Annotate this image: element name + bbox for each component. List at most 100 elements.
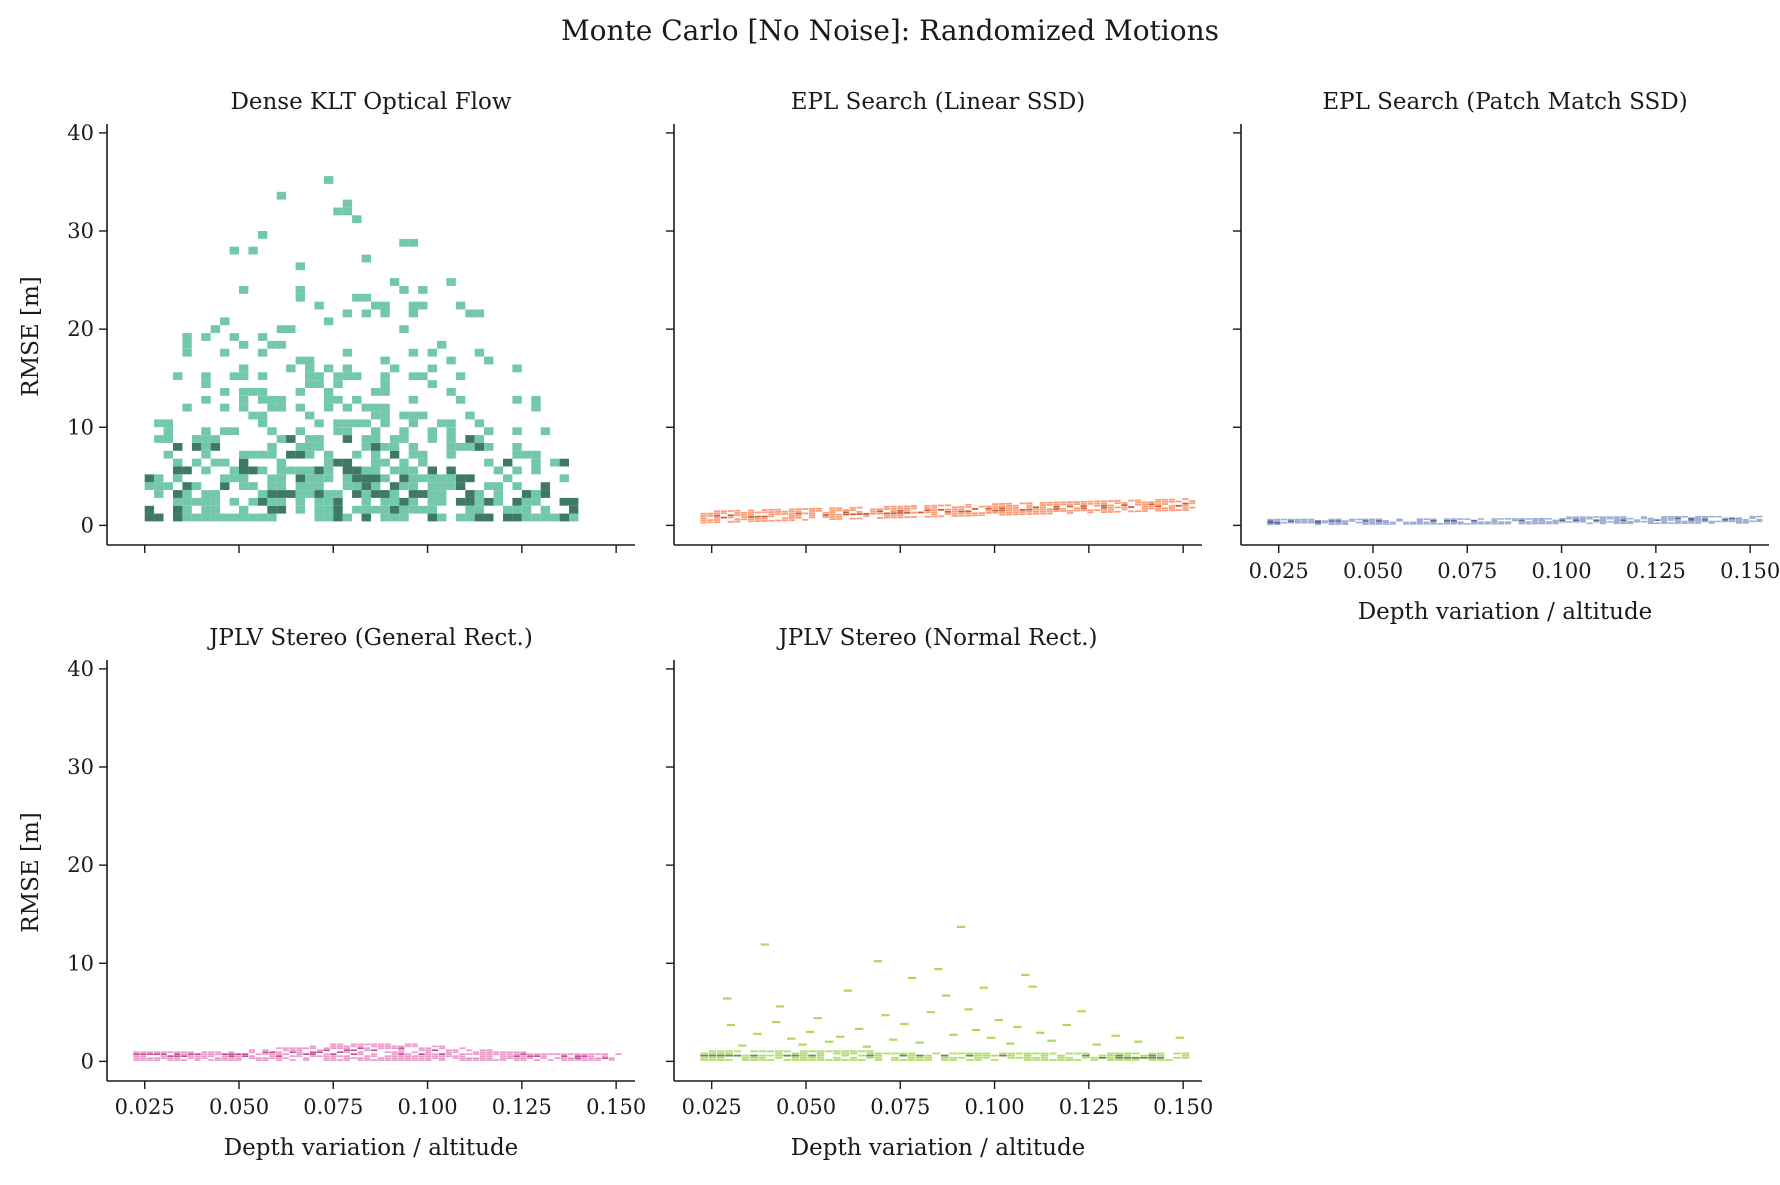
heatmap-cell xyxy=(239,482,249,490)
heatmap-cell xyxy=(173,466,183,475)
heatmap-cell xyxy=(747,518,755,520)
heatmap-cell xyxy=(267,497,277,506)
heatmap-cell xyxy=(484,497,494,506)
heatmap-cell xyxy=(795,516,802,519)
heatmap-cell xyxy=(717,1056,725,1059)
heatmap-cell xyxy=(1080,503,1087,505)
heatmap-cell xyxy=(1369,518,1376,521)
heatmap-cell xyxy=(554,1057,561,1059)
heatmap-cell xyxy=(408,411,419,420)
heatmap-cell xyxy=(1382,523,1389,525)
heatmap-cell xyxy=(982,1056,991,1059)
heatmap-cell xyxy=(849,1056,858,1059)
heatmap-cell xyxy=(398,1053,405,1055)
heatmap-cell xyxy=(958,514,965,517)
heatmap-cell xyxy=(1156,1056,1165,1059)
heatmap-cell xyxy=(269,1055,276,1057)
heatmap-cell xyxy=(500,1055,507,1057)
heatmap-cell xyxy=(1376,521,1383,524)
heatmap-cell xyxy=(910,507,917,510)
heatmap-cell xyxy=(766,1050,775,1053)
heatmap-cell xyxy=(228,1051,235,1054)
heatmap-cell xyxy=(1040,1052,1049,1055)
heatmap-cell xyxy=(418,474,428,483)
heatmap-cell xyxy=(941,994,951,997)
heatmap-cell xyxy=(377,1047,384,1050)
heatmap-cell xyxy=(201,1053,208,1055)
heatmap-cell xyxy=(305,364,315,373)
heatmap-cell xyxy=(1100,509,1108,511)
heatmap-cell xyxy=(1005,1042,1015,1045)
heatmap-cell xyxy=(1107,1052,1115,1055)
heatmap-cell xyxy=(262,1057,269,1059)
heatmap-cell xyxy=(938,504,945,507)
heatmap-cell xyxy=(1173,1052,1181,1055)
heatmap-cell xyxy=(1155,503,1162,506)
heatmap-cell xyxy=(276,340,287,349)
heatmap-cell xyxy=(371,466,381,475)
heatmap-cell xyxy=(938,508,945,511)
heatmap-cell xyxy=(276,466,287,475)
heatmap-cell xyxy=(248,466,258,475)
heatmap-cell xyxy=(418,1047,425,1050)
heatmap-cell xyxy=(990,1059,999,1061)
heatmap-cell xyxy=(503,505,513,514)
heatmap-cell xyxy=(1606,517,1613,520)
heatmap-cell xyxy=(1032,1056,1040,1059)
heatmap-cell xyxy=(788,510,795,513)
heatmap-cell xyxy=(214,1051,222,1054)
heatmap-cell xyxy=(1082,1056,1090,1059)
heatmap-cell xyxy=(1674,519,1681,521)
heatmap-cell xyxy=(802,512,809,515)
heatmap-cell xyxy=(228,1055,235,1057)
heatmap-cell xyxy=(1735,517,1742,519)
heatmap-cell xyxy=(1715,515,1722,518)
heatmap-cell xyxy=(1355,518,1362,521)
heatmap-cell xyxy=(438,1057,446,1059)
heatmap-cell xyxy=(725,1050,733,1053)
heatmap-cell xyxy=(1039,510,1046,513)
heatmap-cell xyxy=(1416,521,1423,524)
heatmap-cell xyxy=(1156,1052,1165,1055)
heatmap-cell xyxy=(295,286,305,294)
heatmap-cell xyxy=(791,1056,800,1059)
heatmap-cell xyxy=(1115,1056,1123,1059)
heatmap-cell xyxy=(1015,1052,1024,1055)
heatmap-cell xyxy=(1281,518,1288,521)
heatmap-cell xyxy=(1552,519,1559,522)
heatmap-cell xyxy=(389,505,400,514)
heatmap-cell xyxy=(220,482,230,490)
heatmap-cell xyxy=(1355,521,1362,524)
heatmap-cell xyxy=(890,512,897,515)
heatmap-cell xyxy=(248,388,258,396)
heatmap-cell xyxy=(438,1053,446,1055)
heatmap-cell xyxy=(314,372,324,381)
heatmap-cell xyxy=(1634,520,1641,523)
heatmap-cell xyxy=(700,1052,708,1055)
heatmap-cell xyxy=(210,458,221,467)
heatmap-cell xyxy=(432,1045,439,1048)
heatmap-cell xyxy=(398,1047,405,1050)
heatmap-cell xyxy=(371,411,381,420)
heatmap-cell xyxy=(1342,521,1349,524)
heatmap-cell xyxy=(380,301,390,310)
heatmap-cell xyxy=(391,1053,398,1055)
heatmap-cell xyxy=(595,1057,602,1059)
heatmap-cell xyxy=(455,301,466,310)
heatmap-cell xyxy=(601,1055,608,1057)
heatmap-cell xyxy=(377,1043,384,1046)
heatmap-cell xyxy=(361,505,371,514)
heatmap-cell xyxy=(371,1049,378,1052)
heatmap-cell xyxy=(474,348,485,357)
heatmap-cell xyxy=(1121,502,1128,504)
heatmap-cell xyxy=(239,513,249,522)
heatmap-cell xyxy=(944,513,951,515)
heatmap-cell xyxy=(700,1059,708,1061)
heatmap-cell xyxy=(813,1017,822,1020)
heatmap-cell xyxy=(1457,518,1464,520)
heatmap-cell xyxy=(550,513,560,522)
heatmap-cell xyxy=(1498,518,1505,520)
heatmap-cell xyxy=(330,1047,337,1050)
heatmap-cell xyxy=(380,356,390,365)
heatmap-cell xyxy=(1141,501,1148,504)
